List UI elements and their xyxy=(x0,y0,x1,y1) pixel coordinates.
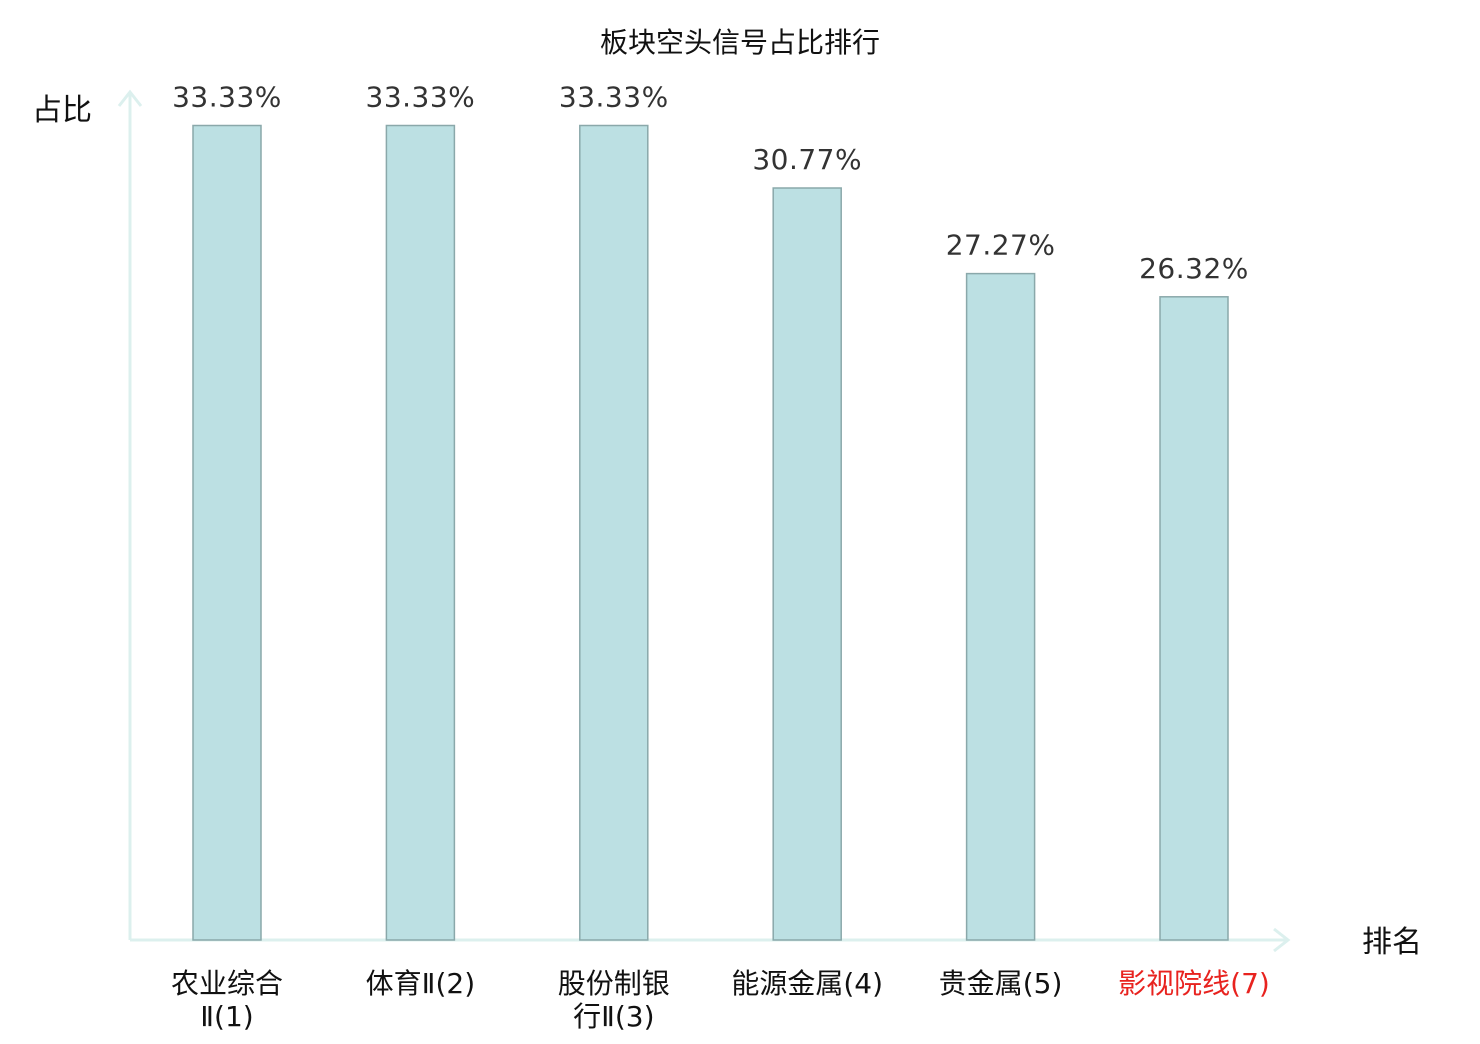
value-labels-group: 33.33% 33.33% 33.33% 30.77% 27.27% 26.32% xyxy=(172,81,1249,285)
chart-title: 板块空头信号占比排行 xyxy=(600,26,880,59)
x-axis-label: 排名 xyxy=(1362,925,1422,960)
x-axis-arrow xyxy=(1273,927,1291,953)
bar-6 xyxy=(1159,296,1229,941)
y-axis-label: 占比 xyxy=(32,93,92,128)
bar-4 xyxy=(772,187,842,941)
value-label-6: 26.32% xyxy=(1139,252,1249,285)
bar-2 xyxy=(385,124,456,941)
value-label-4: 30.77% xyxy=(752,143,862,176)
category-label-3-line-2: 行Ⅱ(3) xyxy=(573,1000,654,1033)
axes xyxy=(117,89,1291,953)
value-label-2: 33.33% xyxy=(366,81,476,114)
y-axis-arrow xyxy=(117,89,143,107)
value-label-5: 27.27% xyxy=(946,229,1056,262)
category-label-4: 能源金属(4) xyxy=(731,967,883,1000)
category-label-6: 影视院线(7) xyxy=(1118,967,1270,1000)
category-label-1-line-1: 农业综合 xyxy=(171,967,283,1000)
value-label-3: 33.33% xyxy=(559,81,669,114)
category-label-3-line-1: 股份制银 xyxy=(558,967,670,1000)
bar-1 xyxy=(192,124,262,941)
bars-group xyxy=(192,124,1229,941)
category-label-2: 体育Ⅱ(2) xyxy=(366,967,475,1000)
category-label-5: 贵金属(5) xyxy=(939,967,1063,1000)
bar-3 xyxy=(579,124,649,941)
value-label-1: 33.33% xyxy=(172,81,282,114)
category-label-1-line-2: Ⅱ(1) xyxy=(200,1000,253,1033)
bar-5 xyxy=(965,272,1036,941)
